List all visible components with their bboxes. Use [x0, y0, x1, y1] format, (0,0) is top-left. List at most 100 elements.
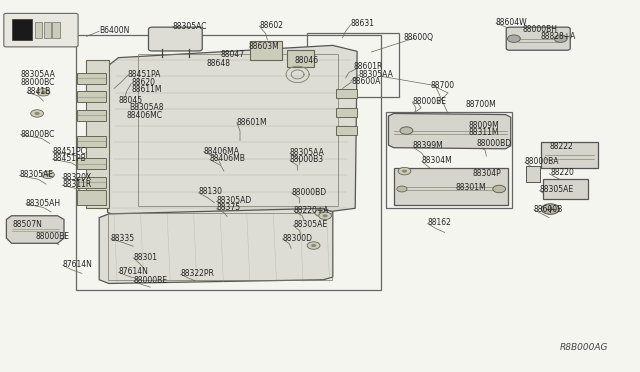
- Bar: [394, 168, 508, 205]
- FancyBboxPatch shape: [4, 13, 78, 47]
- Text: 88305AE: 88305AE: [19, 170, 53, 179]
- Text: 88305AD: 88305AD: [216, 196, 252, 205]
- FancyBboxPatch shape: [506, 27, 570, 50]
- Text: 88305AA: 88305AA: [20, 70, 55, 79]
- Text: 88300D: 88300D: [282, 234, 312, 243]
- Text: 88601R: 88601R: [354, 62, 383, 71]
- Text: 88301: 88301: [133, 253, 157, 262]
- Text: 88000BD: 88000BD: [477, 140, 512, 148]
- Circle shape: [541, 204, 559, 214]
- Bar: [76, 35, 381, 290]
- Bar: [77, 136, 106, 147]
- Text: 88305AH: 88305AH: [26, 199, 61, 208]
- Circle shape: [31, 110, 44, 117]
- Text: 88600A: 88600A: [351, 77, 381, 86]
- Text: 88602: 88602: [259, 21, 284, 30]
- Text: 88311M: 88311M: [468, 128, 499, 137]
- Text: 87614N: 87614N: [118, 267, 148, 276]
- Text: 88700: 88700: [430, 81, 454, 90]
- Bar: [52, 22, 60, 38]
- Bar: [138, 54, 338, 206]
- Bar: [86, 60, 109, 208]
- Text: B6400N: B6400N: [99, 26, 129, 35]
- Text: 88220+A: 88220+A: [294, 206, 329, 215]
- Text: 88648: 88648: [207, 60, 231, 68]
- Bar: [336, 89, 357, 98]
- Circle shape: [315, 209, 328, 217]
- Text: 88000BE: 88000BE: [412, 97, 446, 106]
- Bar: [336, 108, 357, 117]
- Bar: [541, 142, 598, 168]
- Text: 88600B: 88600B: [534, 205, 563, 214]
- Circle shape: [311, 244, 316, 247]
- Text: 88305AA: 88305AA: [358, 70, 393, 79]
- Text: 88451PA: 88451PA: [128, 70, 161, 79]
- Text: 88600Q: 88600Q: [403, 33, 433, 42]
- Text: 88631: 88631: [351, 19, 375, 28]
- Bar: [543, 179, 588, 199]
- Text: 88603M: 88603M: [248, 42, 279, 51]
- Bar: [77, 177, 106, 188]
- Circle shape: [37, 89, 50, 96]
- Polygon shape: [99, 208, 333, 283]
- Polygon shape: [388, 113, 511, 149]
- Circle shape: [319, 212, 332, 219]
- Polygon shape: [108, 45, 357, 220]
- Text: 88611M: 88611M: [131, 85, 162, 94]
- Bar: [526, 166, 540, 182]
- Text: 88507N: 88507N: [13, 220, 43, 229]
- Text: 88000BA: 88000BA: [525, 157, 559, 166]
- Text: 88304P: 88304P: [472, 169, 501, 178]
- Text: 88335: 88335: [111, 234, 135, 243]
- Text: 88045: 88045: [118, 96, 143, 105]
- Text: 88620: 88620: [131, 78, 155, 87]
- Text: B8305A8: B8305A8: [129, 103, 164, 112]
- Bar: [77, 110, 106, 121]
- Bar: [77, 190, 106, 205]
- Circle shape: [554, 35, 567, 42]
- Text: 88406MB: 88406MB: [210, 154, 246, 163]
- Text: 88305AC: 88305AC: [173, 22, 207, 31]
- Circle shape: [493, 185, 506, 193]
- Bar: [108, 213, 332, 280]
- Text: 88009M: 88009M: [468, 121, 499, 130]
- Text: 88047: 88047: [221, 50, 245, 59]
- Text: 87614N: 87614N: [63, 260, 93, 269]
- Text: 88828+A: 88828+A: [541, 32, 576, 41]
- Text: 88305AE: 88305AE: [293, 220, 327, 229]
- Circle shape: [41, 91, 46, 94]
- Bar: [77, 91, 106, 102]
- Text: 88046: 88046: [294, 56, 319, 65]
- Bar: [12, 19, 32, 40]
- Text: R8B000AG: R8B000AG: [559, 343, 608, 352]
- Circle shape: [397, 186, 407, 192]
- Polygon shape: [6, 216, 64, 243]
- Text: 88222: 88222: [549, 142, 573, 151]
- Circle shape: [398, 167, 411, 175]
- Text: 88162: 88162: [428, 218, 451, 227]
- Text: 88320X: 88320X: [62, 173, 92, 182]
- Text: 88000BD: 88000BD: [292, 188, 327, 197]
- Bar: [77, 73, 106, 84]
- Text: 88000BE: 88000BE: [35, 232, 69, 241]
- Bar: [386, 112, 512, 208]
- Text: 8841B: 8841B: [27, 87, 51, 96]
- Circle shape: [508, 35, 520, 42]
- Text: 88451PC: 88451PC: [52, 147, 86, 155]
- Bar: [77, 158, 106, 169]
- Bar: [35, 22, 42, 38]
- Text: 88000BC: 88000BC: [20, 78, 55, 87]
- Circle shape: [45, 173, 51, 176]
- Text: 88406MC: 88406MC: [127, 111, 163, 120]
- Text: 88451PB: 88451PB: [52, 154, 86, 163]
- Text: 88000BC: 88000BC: [20, 130, 55, 139]
- Text: 88601M: 88601M: [237, 118, 268, 126]
- Bar: [287, 50, 314, 67]
- Text: 88000BH: 88000BH: [522, 25, 557, 34]
- Text: 88604W: 88604W: [496, 18, 527, 27]
- Bar: [44, 22, 51, 38]
- Text: 88130: 88130: [198, 187, 223, 196]
- FancyBboxPatch shape: [148, 27, 202, 51]
- Text: 88305AA: 88305AA: [290, 148, 324, 157]
- Circle shape: [400, 127, 413, 134]
